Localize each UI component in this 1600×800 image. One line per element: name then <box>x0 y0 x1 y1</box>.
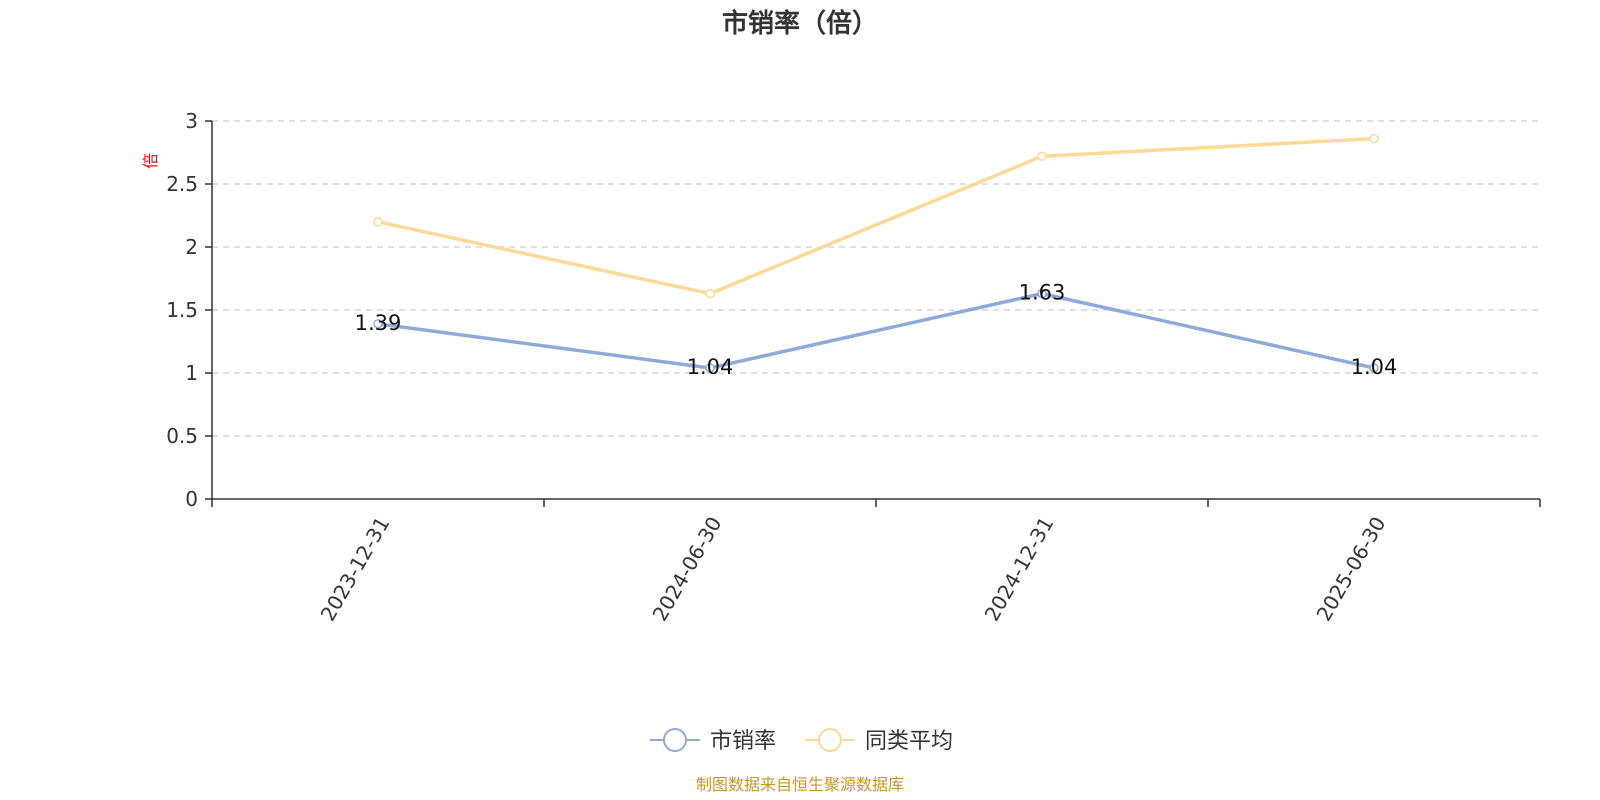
legend-swatch-marker <box>663 728 687 752</box>
y-tick-label: 2 <box>185 235 198 259</box>
x-tick-label: 2023-12-31 <box>316 513 395 626</box>
y-tick-label: 2.5 <box>166 172 198 196</box>
legend-item[interactable]: 同类平均 <box>805 728 953 754</box>
data-label: 1.39 <box>355 311 402 335</box>
x-tick-label: 2024-12-31 <box>980 513 1059 626</box>
y-axis-unit-label: 倍 <box>141 153 160 169</box>
data-label: 1.04 <box>687 355 734 379</box>
legend-item[interactable]: 市销率 <box>650 728 776 754</box>
data-label: 1.63 <box>1019 281 1066 305</box>
grid-lines <box>212 120 1540 437</box>
y-tick-label: 0.5 <box>166 424 198 448</box>
legend-label: 市销率 <box>710 729 776 754</box>
data-point <box>1369 363 1379 373</box>
data-label: 1.04 <box>1351 355 1398 379</box>
legend-swatch-marker <box>818 728 842 752</box>
x-tick-label: 2025-06-30 <box>1312 513 1391 626</box>
y-tick-label: 3 <box>185 109 198 133</box>
data-point <box>1037 151 1047 162</box>
x-axis: 2023-12-31 2024-06-30 2024-12-31 2025-06-30 <box>211 498 1541 626</box>
series-line <box>377 291 1375 370</box>
series-primary: 1.39 1.04 1.63 1.04 <box>355 281 1398 379</box>
x-tick-label: 2024-06-30 <box>648 513 727 626</box>
series-layer: 1.39 1.04 1.63 1.04 <box>355 133 1398 379</box>
series-line <box>377 136 1375 296</box>
y-axis: 0 0.5 1 1.5 2 2.5 3 <box>166 109 213 511</box>
data-point <box>1369 133 1379 144</box>
data-point <box>373 217 383 227</box>
legend[interactable]: 市销率 同类平均 <box>650 728 953 754</box>
source-note: 制图数据来自恒生聚源数据库 <box>696 775 904 794</box>
series-average <box>373 133 1379 299</box>
y-tick-label: 1.5 <box>166 298 198 322</box>
chart-title: 市销率（倍） <box>722 8 878 39</box>
y-tick-label: 1 <box>185 361 198 385</box>
data-point <box>705 363 715 373</box>
data-point <box>1037 288 1047 299</box>
legend-label: 同类平均 <box>865 729 953 754</box>
data-point <box>705 288 715 299</box>
data-point <box>373 319 383 329</box>
y-tick-label: 0 <box>185 487 198 511</box>
